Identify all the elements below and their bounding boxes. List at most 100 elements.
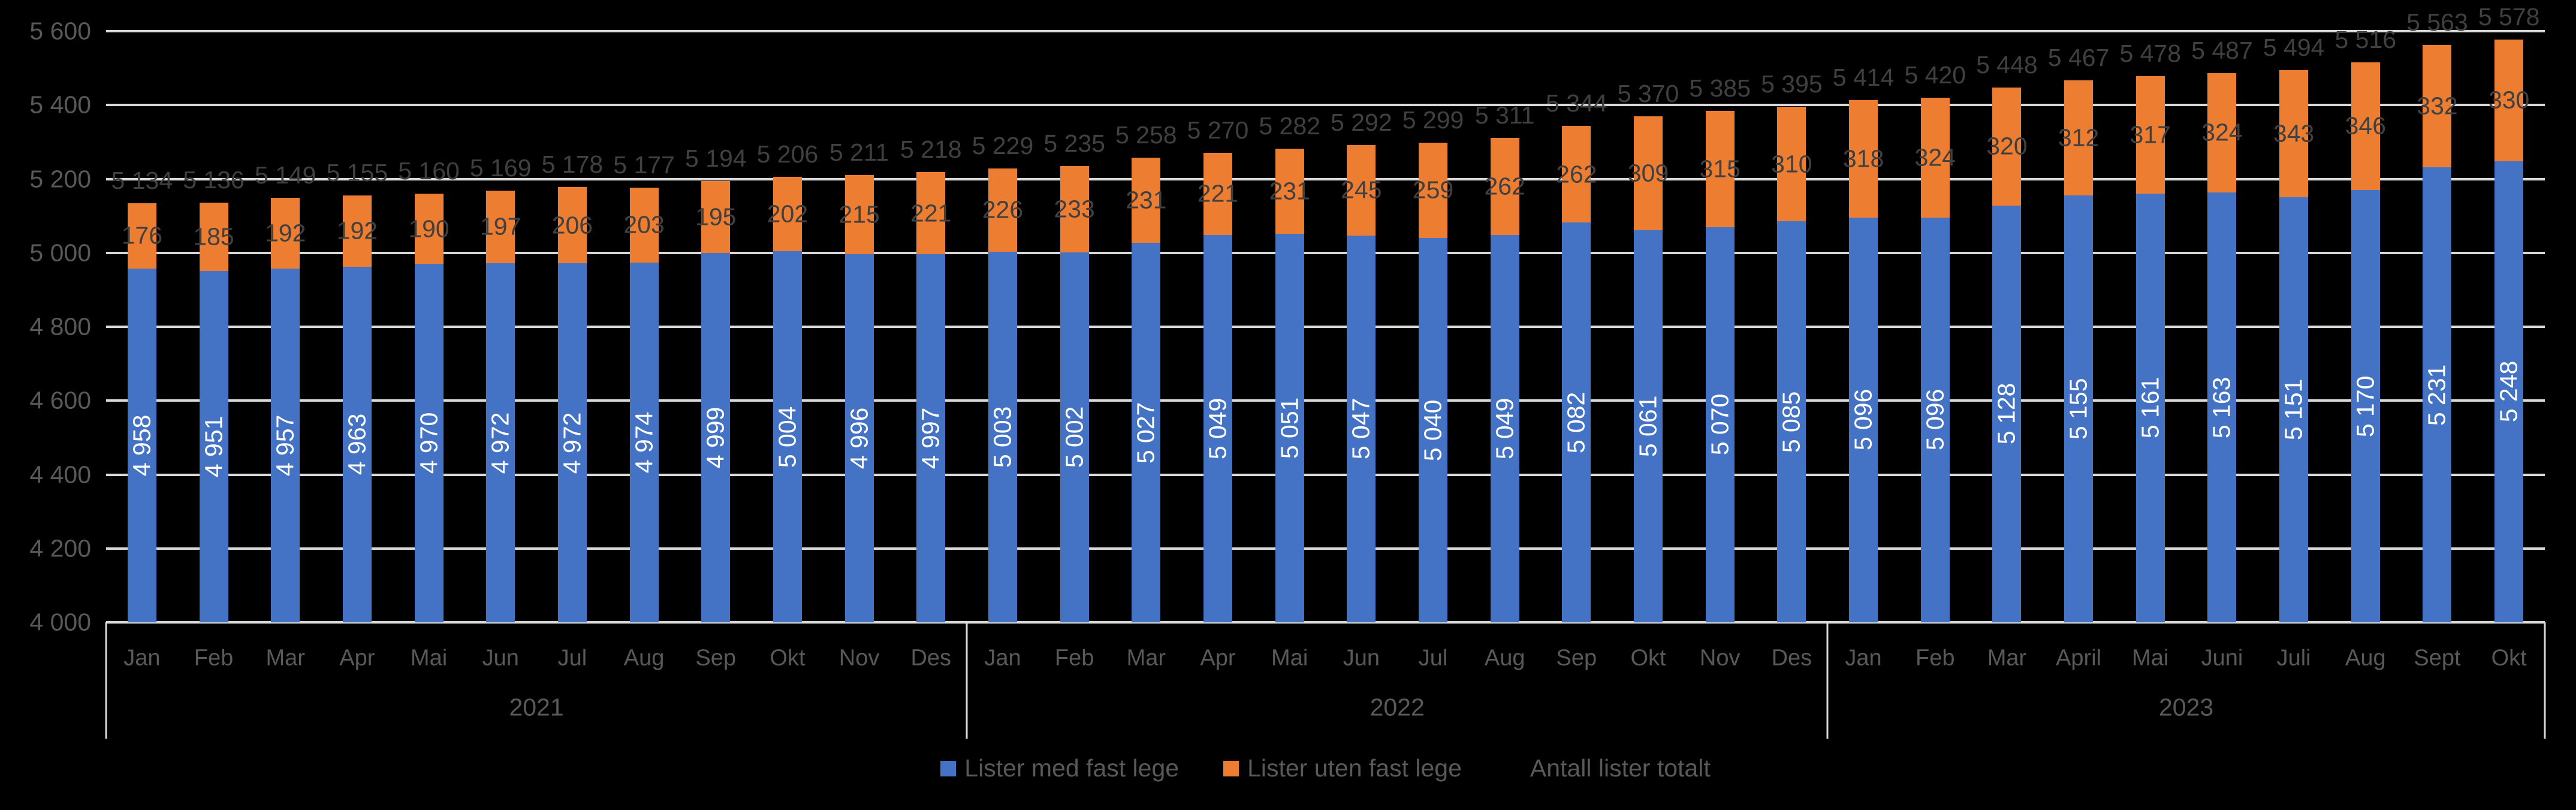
total-value-label: 5 311 <box>1474 101 1535 130</box>
bar-segment-uten-fast-lege <box>2423 44 2452 168</box>
y-axis-tick-label: 5 600 <box>29 17 91 45</box>
total-value-label: 5 385 <box>1689 74 1751 102</box>
blue-value-label: 5 096 <box>1921 389 1949 451</box>
bar-segment-uten-fast-lege <box>2207 73 2237 193</box>
orange-value-label: 206 <box>551 211 593 239</box>
total-value-label: 5 177 <box>613 150 675 179</box>
total-value-label: 5 258 <box>1115 121 1177 149</box>
bar-segment-uten-fast-lege <box>1275 148 1304 234</box>
bar-segment-med-fast-lege <box>1275 234 1304 622</box>
bar-segment-uten-fast-lege <box>1347 144 1376 236</box>
total-value-label: 5 134 <box>111 167 173 195</box>
bar-segment-uten-fast-lege <box>127 203 156 269</box>
orange-value-label: 332 <box>2417 92 2458 120</box>
bar-segment-uten-fast-lege <box>2494 39 2524 161</box>
total-value-label: 5 178 <box>541 150 604 179</box>
bar-segment-uten-fast-lege <box>2279 70 2309 197</box>
orange-value-label: 176 <box>121 221 163 249</box>
total-value-label: 5 155 <box>326 159 388 187</box>
bar-segment-med-fast-lege <box>2064 195 2094 622</box>
x-tick-month: Mar <box>266 645 305 671</box>
orange-value-label: 203 <box>623 210 665 239</box>
bar-segment-med-fast-lege <box>1347 235 1376 622</box>
bar-segment-med-fast-lege <box>1060 252 1089 622</box>
blue-value-label: 5 040 <box>1419 399 1447 461</box>
total-value-label: 5 194 <box>684 144 747 173</box>
blue-value-label: 4 958 <box>128 414 156 477</box>
blue-value-label: 5 085 <box>1777 391 1805 453</box>
bar-segment-uten-fast-lege <box>701 181 731 254</box>
blue-value-label: 4 963 <box>343 413 371 475</box>
total-value-label: 5 344 <box>1546 89 1607 117</box>
bar-segment-med-fast-lege <box>2351 190 2380 622</box>
bar-segment-med-fast-lege <box>844 254 874 622</box>
orange-value-label: 318 <box>1842 144 1884 173</box>
bar-segment-med-fast-lege <box>2423 167 2452 622</box>
orange-value-label: 310 <box>1771 150 1812 178</box>
orange-value-label: 346 <box>2345 112 2387 140</box>
bar-segment-med-fast-lege <box>2494 161 2524 622</box>
bar-segment-uten-fast-lege <box>2351 62 2380 190</box>
orange-value-label: 343 <box>2273 119 2315 147</box>
blue-value-label: 5 049 <box>1203 398 1232 460</box>
y-axis-tick-label: 5 000 <box>29 239 91 267</box>
bar-segment-uten-fast-lege <box>414 194 444 264</box>
bar-segment-med-fast-lege <box>414 264 444 622</box>
bar-segment-uten-fast-lege <box>1060 165 1089 252</box>
gridline <box>106 177 2545 180</box>
blue-value-label: 4 970 <box>415 412 443 474</box>
total-value-label: 5 229 <box>972 131 1034 159</box>
total-value-label: 5 414 <box>1832 63 1895 91</box>
bar-segment-med-fast-lege <box>1634 230 1663 622</box>
bar-segment-uten-fast-lege <box>1132 157 1161 243</box>
x-tick-month: Jan <box>123 645 161 671</box>
orange-value-label: 192 <box>336 216 378 245</box>
bar-segment-uten-fast-lege <box>1849 100 1878 218</box>
x-tick-month: Mai <box>410 645 448 671</box>
x-tick-month: Juni <box>2201 645 2243 671</box>
legend-item-antall-totalt: Antall lister totalt <box>1506 754 1711 782</box>
y-axis-tick-label: 4 400 <box>29 460 91 488</box>
bar-segment-med-fast-lege <box>127 268 156 622</box>
x-tick-year: 2022 <box>1370 693 1425 721</box>
bar-segment-med-fast-lege <box>486 263 515 622</box>
bar-segment-uten-fast-lege <box>988 168 1017 252</box>
total-value-label: 5 136 <box>183 165 245 194</box>
blue-value-label: 5 003 <box>988 406 1016 468</box>
x-tick-month: April <box>2056 645 2102 671</box>
bar-segment-med-fast-lege <box>557 263 587 622</box>
blue-value-label: 5 004 <box>773 406 801 468</box>
blue-value-label: 5 161 <box>2136 377 2164 439</box>
legend-item-med-fast-lege: Lister med fast lege <box>940 754 1179 782</box>
orange-value-label: 195 <box>695 203 737 231</box>
orange-value-label: 197 <box>480 212 521 240</box>
bar-segment-uten-fast-lege <box>1203 153 1232 235</box>
orange-value-label: 309 <box>1627 159 1669 187</box>
y-axis-tick-label: 4 000 <box>29 608 91 636</box>
x-tick-month: Mai <box>2132 645 2169 671</box>
bar-segment-med-fast-lege <box>1705 227 1735 622</box>
x-tick-month: Juli <box>2276 645 2311 671</box>
orange-value-label: 190 <box>408 215 450 243</box>
gridline <box>106 621 2545 624</box>
bar-segment-uten-fast-lege <box>486 190 515 264</box>
bar-segment-med-fast-lege <box>1992 205 2022 622</box>
orange-value-label: 324 <box>1914 143 1956 171</box>
blue-value-label: 5 051 <box>1275 397 1304 459</box>
legend: Lister med fast lege Lister uten fast le… <box>106 754 2545 782</box>
legend-item-uten-fast-lege: Lister uten fast lege <box>1223 754 1462 782</box>
gridline <box>106 473 2545 476</box>
y-axis-tick-label: 4 600 <box>29 386 91 414</box>
total-value-label: 5 467 <box>2047 43 2110 71</box>
x-tick-month: Jan <box>1845 645 1882 671</box>
year-separator-line <box>105 622 107 739</box>
gridline <box>106 30 2545 32</box>
x-tick-month: Okt <box>1630 645 1666 671</box>
bar-segment-med-fast-lege <box>1419 238 1447 622</box>
totals-series-swatch-icon <box>1506 761 1522 776</box>
year-separator-line <box>1826 622 1829 739</box>
x-tick-month: Okt <box>2491 645 2527 671</box>
x-tick-month: Mai <box>1271 645 1308 671</box>
total-value-label: 5 160 <box>398 157 460 185</box>
gridline <box>106 399 2545 402</box>
